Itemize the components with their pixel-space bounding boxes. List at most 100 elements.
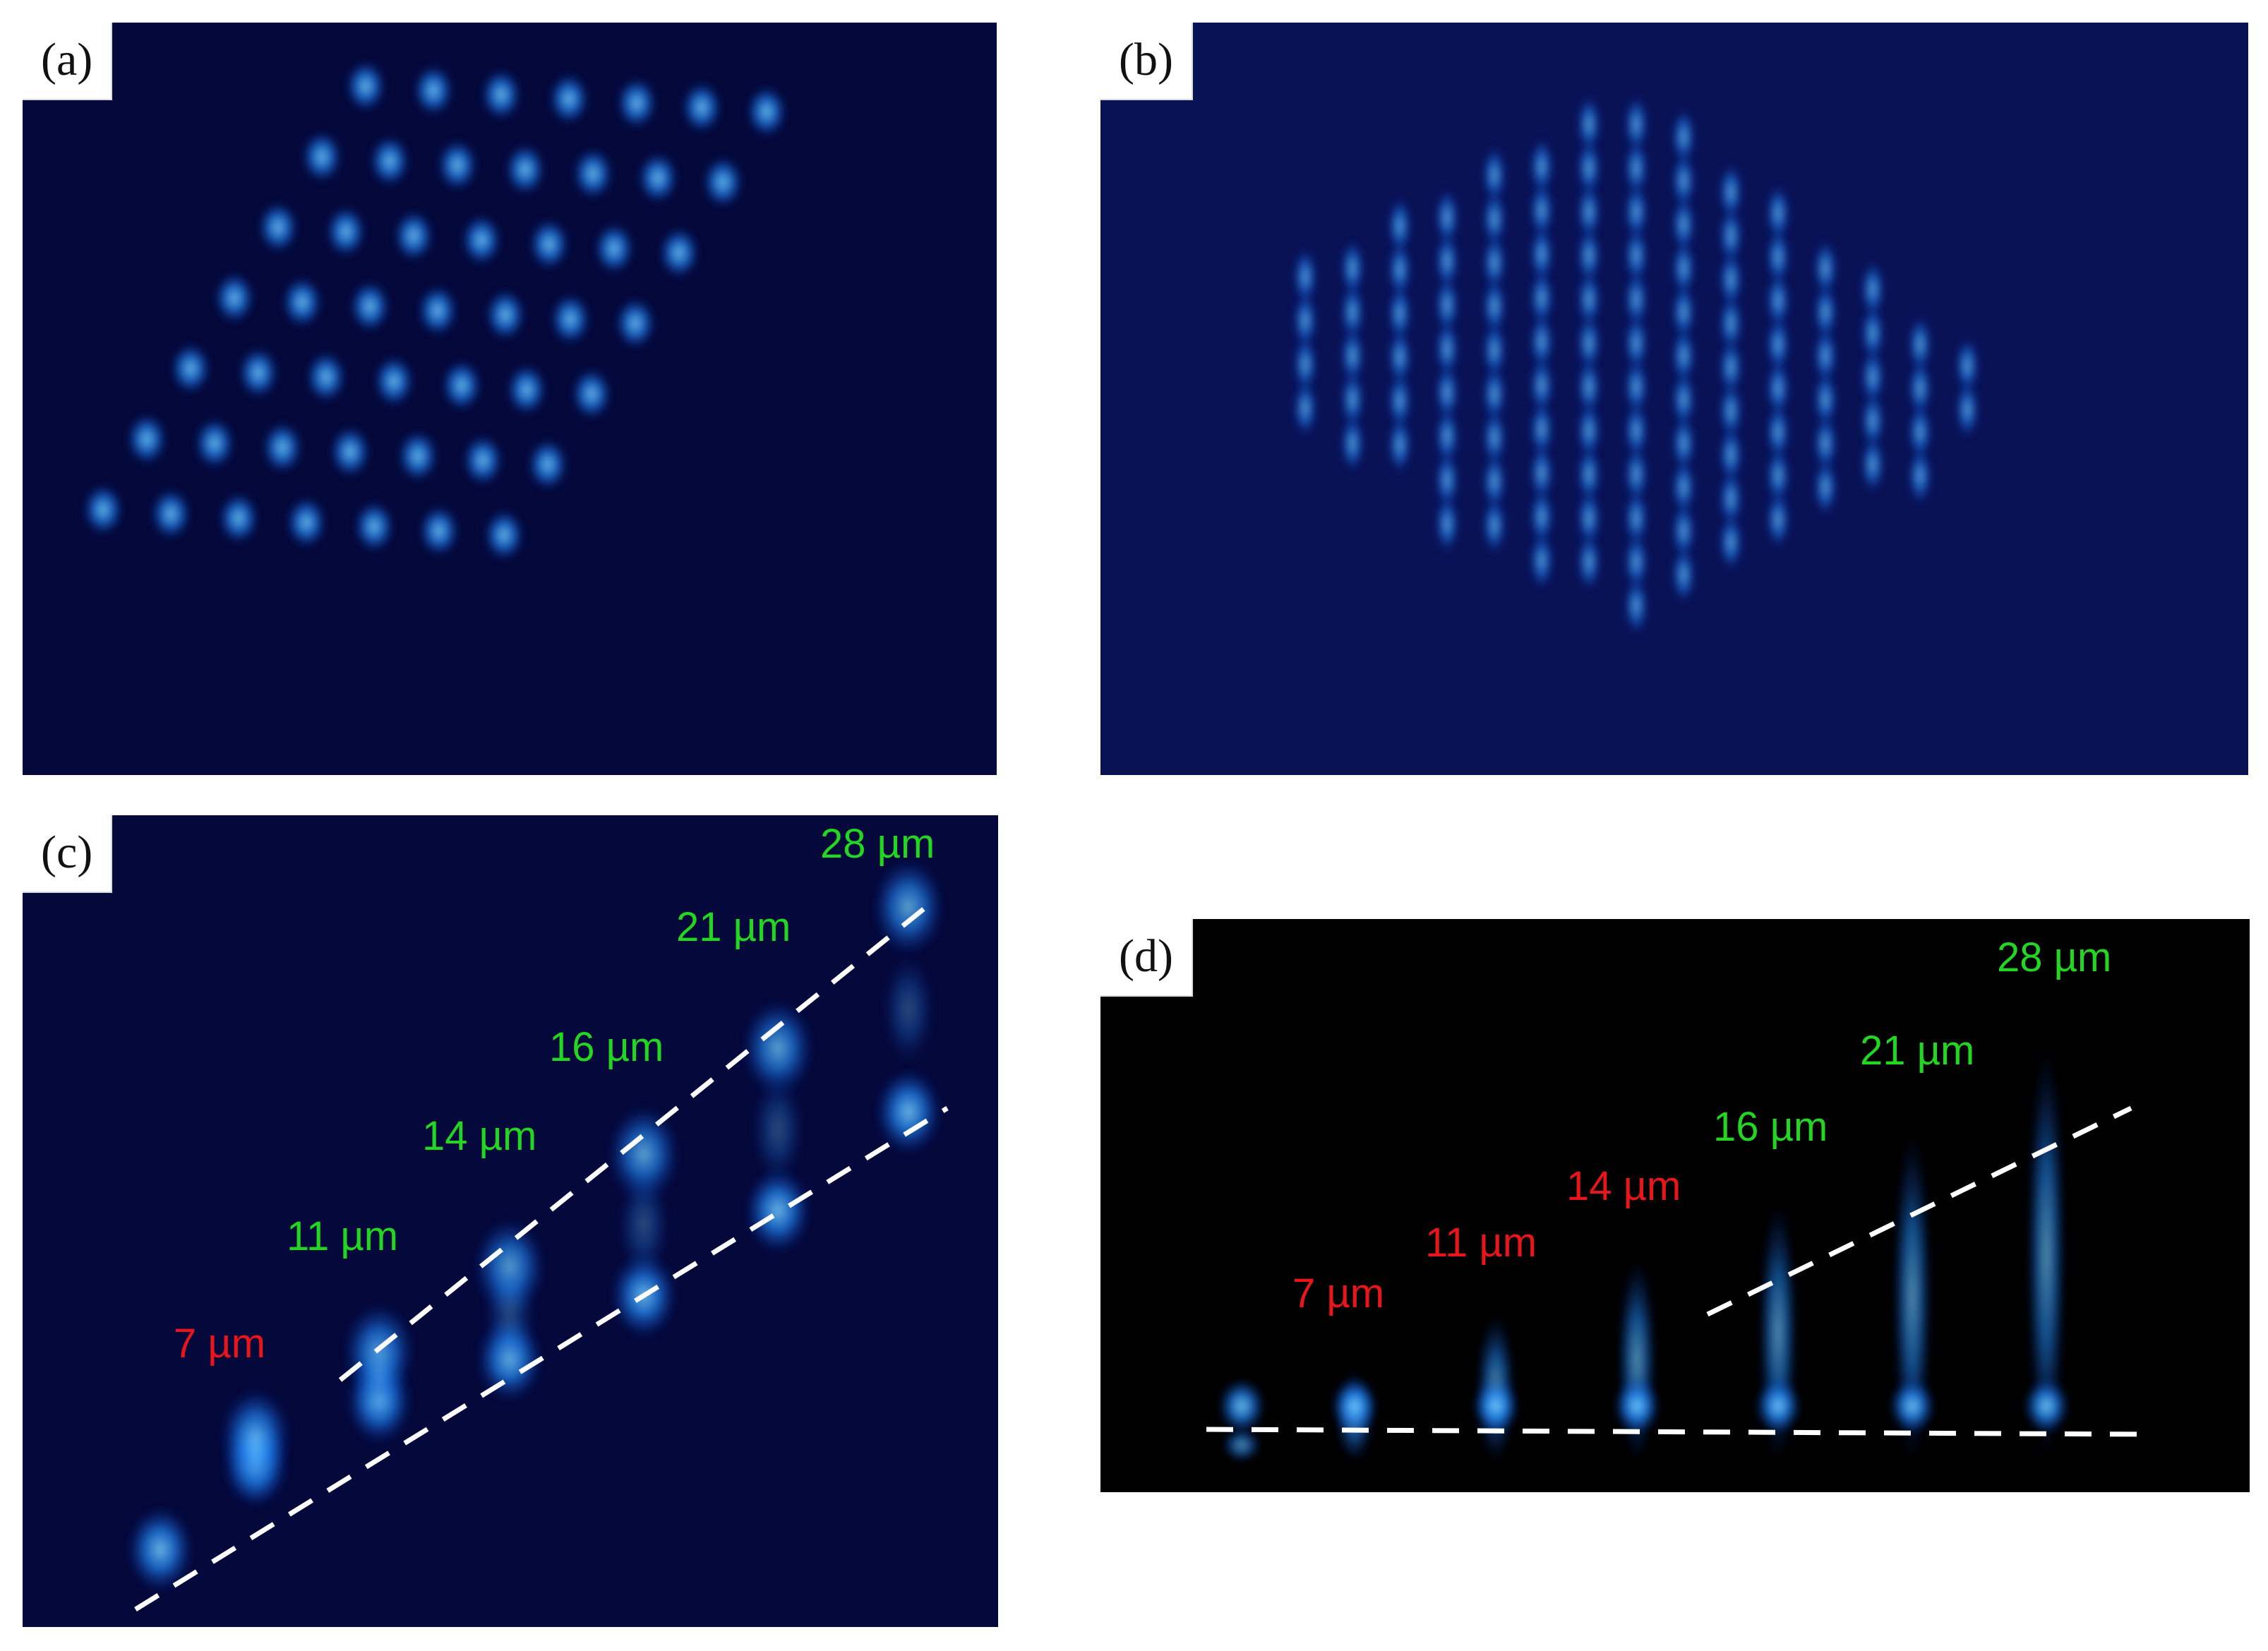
fluorescent-spot xyxy=(1576,138,1602,198)
fluorescent-spot xyxy=(1576,95,1602,154)
fluorescent-spot xyxy=(593,222,635,275)
fluorescent-spot xyxy=(1624,488,1649,548)
fluorescent-spot xyxy=(217,491,260,545)
panel-c-label-11um: 11 µm xyxy=(287,1213,399,1259)
fluorescent-spot xyxy=(1482,233,1507,292)
fluorescent-spot xyxy=(1624,182,1649,241)
fluorescent-spot xyxy=(607,1105,680,1203)
fluorescent-spot xyxy=(412,64,455,117)
fluorescent-spot xyxy=(329,425,371,479)
fluorescent-spot xyxy=(1671,326,1696,385)
fluorescent-spot xyxy=(1434,275,1460,335)
fluorescent-spot xyxy=(1765,402,1791,462)
fluorescent-spot xyxy=(1387,196,1412,256)
fluorescent-spot xyxy=(1292,378,1318,438)
panel-c-image xyxy=(126,858,949,1611)
fluorescent-spot xyxy=(1671,107,1696,167)
fluorescent-spot xyxy=(549,292,592,346)
fluorescent-spot xyxy=(1860,304,1885,363)
fluorescent-spot xyxy=(1624,576,1649,635)
fluorescent-spot xyxy=(751,1073,805,1186)
panel-a-tag: (a) xyxy=(23,23,113,100)
fluorescent-spot xyxy=(1955,380,1980,439)
fluorescent-spot xyxy=(637,151,679,205)
fluorescent-spot xyxy=(1482,320,1507,380)
fluorescent-spot xyxy=(1624,95,1649,154)
fluorescent-spot xyxy=(301,130,343,184)
fluorescent-spot xyxy=(1482,408,1507,467)
fluorescent-spot xyxy=(2022,1378,2070,1434)
panel-d: (d) 7 µm 11 µm 14 µm 16 µm 21 µm 28 µm xyxy=(1100,919,2250,1492)
fluorescent-spot xyxy=(1576,182,1602,241)
dashed-guide-baseline xyxy=(1206,1427,2146,1437)
fluorescent-spot xyxy=(193,416,236,470)
fluorescent-streak xyxy=(2027,1046,2066,1463)
fluorescent-spot xyxy=(1671,414,1696,473)
panel-b: (b) xyxy=(1100,23,2248,775)
fluorescent-spot xyxy=(1813,457,1838,517)
panel-c-label-7um: 7 µm xyxy=(174,1321,266,1367)
panel-d-label-21um: 21 µm xyxy=(1860,1028,1975,1074)
fluorescent-spot xyxy=(1718,294,1744,353)
fluorescent-spot xyxy=(741,999,815,1098)
fluorescent-spot xyxy=(1434,363,1460,422)
fluorescent-spot xyxy=(1860,347,1885,407)
fluorescent-spot xyxy=(1718,381,1744,440)
fluorescent-spot xyxy=(1754,1378,1802,1434)
fluorescent-spot xyxy=(1624,138,1649,198)
fluorescent-spot xyxy=(1907,359,1933,418)
fluorescent-spot xyxy=(1529,312,1554,371)
fluorescent-spot xyxy=(1576,401,1602,460)
fluorescent-spot xyxy=(397,429,439,483)
fluorescent-spot xyxy=(1576,357,1602,416)
fluorescent-spot xyxy=(1860,391,1885,450)
panel-c-label-14um: 14 µm xyxy=(422,1113,537,1159)
fluorescent-spot xyxy=(349,280,391,333)
fluorescent-spot xyxy=(1529,443,1554,503)
panel-d-image xyxy=(1206,1046,2146,1463)
fluorescent-spot xyxy=(1907,402,1933,462)
fluorescent-spot xyxy=(150,487,192,541)
fluorescent-spot xyxy=(1529,356,1554,415)
panel-d-tag: (d) xyxy=(1100,919,1193,997)
fluorescent-spot xyxy=(1292,291,1318,350)
fluorescent-spot xyxy=(1340,239,1365,298)
fluorescent-spot xyxy=(1624,357,1649,416)
fluorescent-spot xyxy=(548,72,590,126)
fluorescent-spot xyxy=(126,1506,194,1593)
fluorescent-spot xyxy=(1576,270,1602,329)
fluorescent-spot xyxy=(1482,364,1507,424)
fluorescent-spot xyxy=(237,346,280,400)
fluorescent-spot xyxy=(480,68,522,121)
panel-b-tag: (b) xyxy=(1100,23,1193,100)
panel-d-label-28um: 28 µm xyxy=(1997,935,2112,980)
panel-b-image xyxy=(1292,95,1980,635)
fluorescent-spot xyxy=(1340,414,1365,473)
panel-c: (c) 7 µm 11 µm 14 µm 16 µm 21 µm 28 µm xyxy=(23,815,998,1627)
fluorescent-spot xyxy=(1387,371,1412,431)
fluorescent-spot xyxy=(875,1068,942,1155)
fluorescent-spot xyxy=(1434,407,1460,466)
fluorescent-spot xyxy=(484,288,527,342)
fluorescent-spot xyxy=(614,296,656,350)
panel-a-image xyxy=(82,59,788,562)
fluorescent-spot xyxy=(281,275,323,329)
fluorescent-spot xyxy=(1434,319,1460,378)
fluorescent-spot xyxy=(440,359,483,412)
fluorescent-spot xyxy=(344,59,387,113)
fluorescent-spot xyxy=(1472,1378,1520,1434)
fluorescent-spot xyxy=(285,496,328,549)
fluorescent-spot xyxy=(1813,326,1838,385)
fluorescent-spot xyxy=(1671,501,1696,560)
panel-d-label-14um: 14 µm xyxy=(1566,1163,1681,1209)
fluorescent-spot xyxy=(436,138,479,192)
fluorescent-spot xyxy=(1482,452,1507,511)
fluorescent-spot xyxy=(1718,469,1744,528)
fluorescent-spot xyxy=(1907,446,1933,505)
fluorescent-spot xyxy=(527,438,569,491)
fluorescent-spot xyxy=(1860,435,1885,494)
fluorescent-spot xyxy=(1576,445,1602,504)
fluorescent-spot xyxy=(1718,337,1744,397)
fluorescent-spot xyxy=(305,350,347,404)
fluorescent-spot xyxy=(1482,496,1507,555)
